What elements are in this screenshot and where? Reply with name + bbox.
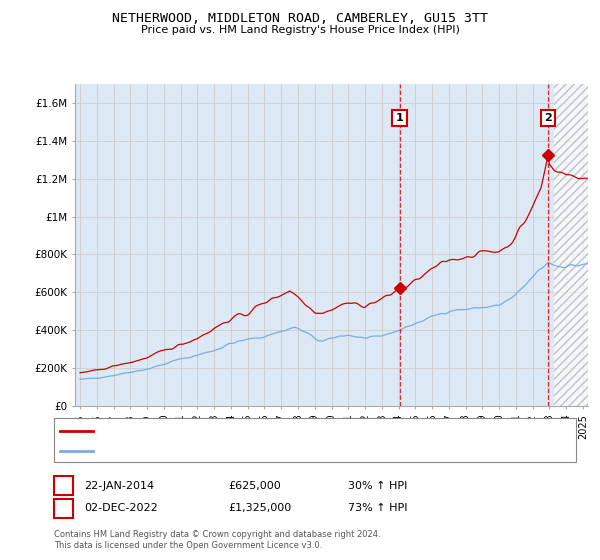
Text: 73% ↑ HPI: 73% ↑ HPI <box>348 503 407 514</box>
Text: NETHERWOOD, MIDDLETON ROAD, CAMBERLEY, GU15 3TT (detached house): NETHERWOOD, MIDDLETON ROAD, CAMBERLEY, G… <box>96 426 473 436</box>
Text: Contains HM Land Registry data © Crown copyright and database right 2024.
This d: Contains HM Land Registry data © Crown c… <box>54 530 380 550</box>
Text: £625,000: £625,000 <box>228 480 281 491</box>
Text: Price paid vs. HM Land Registry's House Price Index (HPI): Price paid vs. HM Land Registry's House … <box>140 25 460 35</box>
Text: 2: 2 <box>544 113 552 123</box>
Text: 02-DEC-2022: 02-DEC-2022 <box>84 503 158 514</box>
Text: £1,325,000: £1,325,000 <box>228 503 291 514</box>
Bar <box>554 84 588 406</box>
Text: NETHERWOOD, MIDDLETON ROAD, CAMBERLEY, GU15 3TT: NETHERWOOD, MIDDLETON ROAD, CAMBERLEY, G… <box>112 12 488 25</box>
Text: 22-JAN-2014: 22-JAN-2014 <box>84 480 154 491</box>
Text: 1: 1 <box>395 113 403 123</box>
Text: HPI: Average price, detached house, Surrey Heath: HPI: Average price, detached house, Surr… <box>96 446 341 456</box>
Text: 2: 2 <box>59 502 68 515</box>
Text: 30% ↑ HPI: 30% ↑ HPI <box>348 480 407 491</box>
Text: 1: 1 <box>59 479 68 492</box>
